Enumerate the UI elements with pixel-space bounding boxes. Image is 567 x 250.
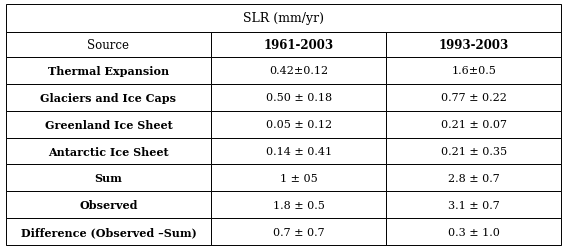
Bar: [6, 165, 211, 192]
Text: 1961-2003: 1961-2003: [264, 39, 334, 52]
Bar: [6, 138, 211, 165]
Text: 0.05 ± 0.12: 0.05 ± 0.12: [266, 120, 332, 130]
Text: 0.77 ± 0.22: 0.77 ± 0.22: [441, 93, 507, 103]
Bar: [6, 218, 211, 245]
Text: Thermal Expansion: Thermal Expansion: [48, 66, 169, 77]
Text: SLR (mm/yr): SLR (mm/yr): [243, 12, 324, 25]
Bar: [386, 84, 561, 111]
Bar: [211, 84, 386, 111]
Text: Greenland Ice Sheet: Greenland Ice Sheet: [45, 119, 172, 130]
Text: 1.8 ± 0.5: 1.8 ± 0.5: [273, 200, 325, 210]
Bar: [211, 218, 386, 245]
Bar: [6, 84, 211, 111]
Text: 1.6±0.5: 1.6±0.5: [451, 66, 496, 76]
Text: Antarctic Ice Sheet: Antarctic Ice Sheet: [48, 146, 169, 157]
Text: Glaciers and Ice Caps: Glaciers and Ice Caps: [40, 92, 176, 104]
Bar: [6, 5, 561, 32]
Text: 3.1 ± 0.7: 3.1 ± 0.7: [448, 200, 500, 210]
Text: Sum: Sum: [95, 173, 122, 184]
Bar: [386, 192, 561, 218]
Bar: [386, 58, 561, 84]
Bar: [6, 32, 211, 58]
Bar: [211, 192, 386, 218]
Text: Observed: Observed: [79, 200, 138, 210]
Bar: [6, 111, 211, 138]
Bar: [6, 58, 211, 84]
Text: 2.8 ± 0.7: 2.8 ± 0.7: [448, 173, 500, 183]
Text: 0.7 ± 0.7: 0.7 ± 0.7: [273, 227, 324, 236]
Bar: [211, 138, 386, 165]
Bar: [386, 138, 561, 165]
Bar: [211, 32, 386, 58]
Text: Source: Source: [87, 39, 129, 52]
Text: Difference (Observed –Sum): Difference (Observed –Sum): [20, 226, 196, 237]
Bar: [211, 58, 386, 84]
Text: 0.14 ± 0.41: 0.14 ± 0.41: [266, 146, 332, 156]
Bar: [211, 165, 386, 192]
Bar: [6, 192, 211, 218]
Text: 0.42±0.12: 0.42±0.12: [269, 66, 328, 76]
Text: 1 ± 05: 1 ± 05: [280, 173, 318, 183]
Bar: [211, 111, 386, 138]
Text: 0.50 ± 0.18: 0.50 ± 0.18: [266, 93, 332, 103]
Text: 0.21 ± 0.07: 0.21 ± 0.07: [441, 120, 507, 130]
Bar: [386, 165, 561, 192]
Text: 1993-2003: 1993-2003: [439, 39, 509, 52]
Text: 0.21 ± 0.35: 0.21 ± 0.35: [441, 146, 507, 156]
Bar: [386, 111, 561, 138]
Bar: [386, 32, 561, 58]
Text: 0.3 ± 1.0: 0.3 ± 1.0: [448, 227, 500, 236]
Bar: [386, 218, 561, 245]
